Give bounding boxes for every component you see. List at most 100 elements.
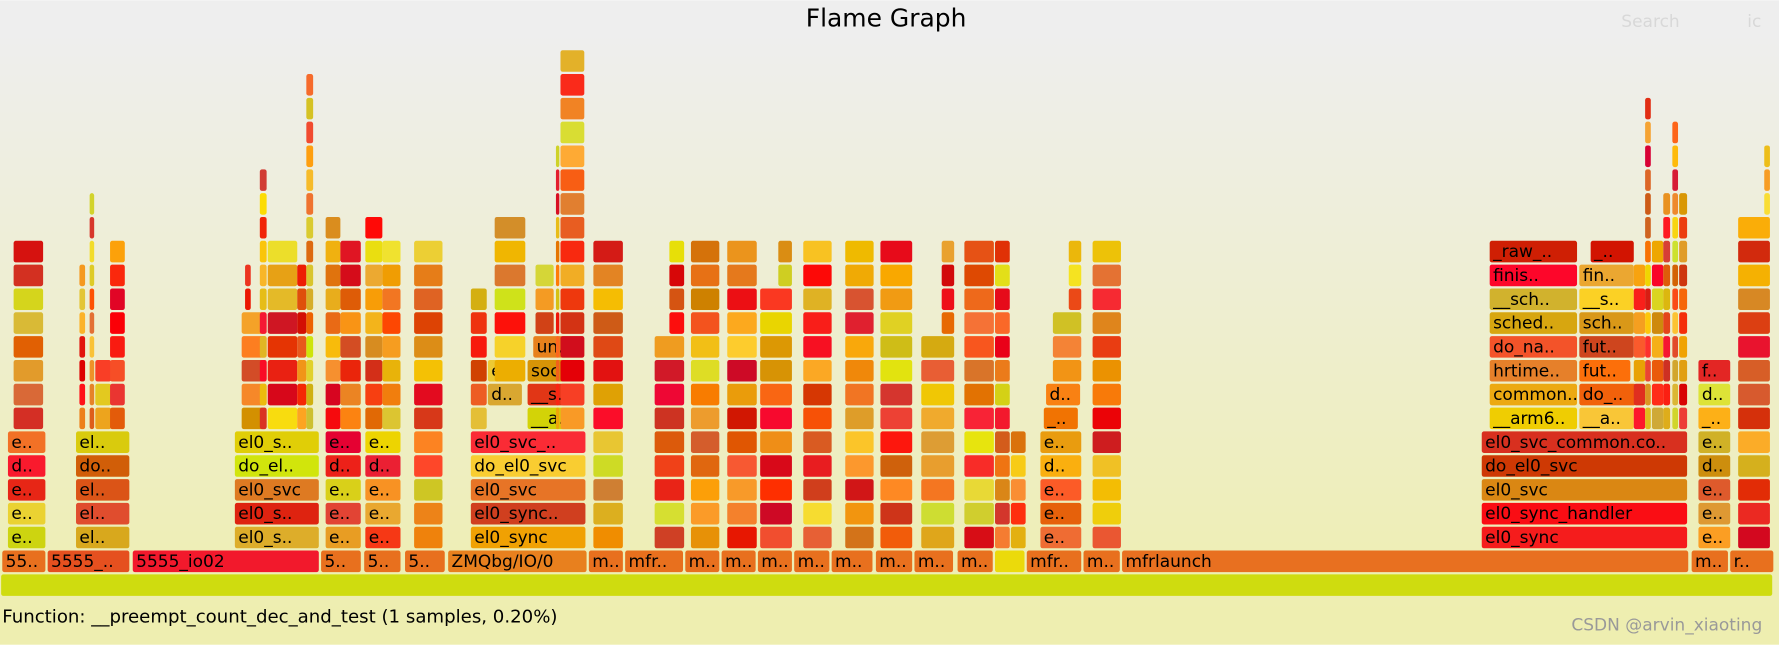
- frame[interactable]: [382, 383, 401, 406]
- frame[interactable]: [727, 383, 757, 406]
- frame[interactable]: [690, 336, 720, 358]
- frame[interactable]: [880, 455, 913, 477]
- frame[interactable]: [1663, 336, 1671, 358]
- frame[interactable]: [494, 240, 526, 263]
- frame[interactable]: [1092, 431, 1121, 453]
- frame[interactable]: [365, 526, 401, 549]
- frame[interactable]: [880, 336, 913, 358]
- frame[interactable]: [110, 359, 125, 382]
- frame[interactable]: [654, 383, 685, 406]
- frame[interactable]: [365, 336, 383, 358]
- frame[interactable]: [1481, 455, 1688, 477]
- frame[interactable]: [1672, 145, 1679, 168]
- frame[interactable]: [1645, 193, 1651, 215]
- frame[interactable]: [1738, 479, 1770, 501]
- frame[interactable]: [690, 240, 720, 263]
- frame[interactable]: [325, 407, 341, 430]
- frame[interactable]: [593, 526, 623, 549]
- frame[interactable]: [1698, 479, 1731, 501]
- frame[interactable]: [1092, 502, 1121, 525]
- frame[interactable]: [1698, 383, 1731, 406]
- frame[interactable]: [760, 526, 792, 549]
- frame[interactable]: [13, 264, 44, 287]
- frame[interactable]: [1645, 383, 1651, 406]
- frame[interactable]: [1698, 502, 1731, 525]
- frame[interactable]: [306, 359, 314, 382]
- frame[interactable]: [1672, 169, 1679, 191]
- frame[interactable]: [414, 526, 443, 549]
- frame[interactable]: [1645, 407, 1651, 430]
- frame[interactable]: [1738, 526, 1770, 549]
- frame[interactable]: [803, 431, 832, 453]
- frame[interactable]: [1645, 169, 1651, 191]
- frame[interactable]: [880, 479, 913, 501]
- frame[interactable]: [1010, 431, 1026, 453]
- frame[interactable]: [494, 336, 526, 358]
- frame[interactable]: [79, 407, 86, 430]
- frame[interactable]: [995, 502, 1010, 525]
- frame[interactable]: [760, 455, 792, 477]
- frame[interactable]: [1645, 312, 1651, 334]
- frame[interactable]: [995, 479, 1010, 501]
- frame[interactable]: [1645, 240, 1651, 263]
- frame[interactable]: [1579, 288, 1634, 311]
- frame[interactable]: [494, 312, 526, 334]
- frame[interactable]: [560, 383, 585, 406]
- frame[interactable]: [560, 407, 585, 430]
- frame[interactable]: [995, 240, 1010, 263]
- frame[interactable]: [89, 264, 95, 287]
- frame[interactable]: [1579, 312, 1634, 334]
- frame[interactable]: [1043, 407, 1078, 430]
- frame[interactable]: [560, 74, 585, 96]
- frame[interactable]: [690, 407, 720, 430]
- frame[interactable]: [405, 550, 445, 573]
- frame[interactable]: [560, 193, 585, 215]
- frame[interactable]: [1046, 383, 1081, 406]
- frame[interactable]: [365, 359, 383, 382]
- frame[interactable]: [1679, 216, 1688, 239]
- frame[interactable]: [76, 502, 130, 525]
- frame[interactable]: [760, 502, 792, 525]
- frame[interactable]: [1738, 431, 1770, 453]
- frame[interactable]: [669, 264, 685, 287]
- frame[interactable]: [234, 526, 319, 549]
- frame[interactable]: [414, 288, 443, 311]
- frame[interactable]: [995, 383, 1010, 406]
- frame[interactable]: [560, 288, 585, 311]
- frame[interactable]: [1068, 288, 1082, 311]
- frame[interactable]: [89, 336, 95, 358]
- frame[interactable]: [1663, 312, 1671, 334]
- frame[interactable]: [760, 359, 792, 382]
- frame[interactable]: [727, 240, 757, 263]
- frame[interactable]: [1010, 502, 1026, 525]
- frame[interactable]: [95, 359, 112, 382]
- frame[interactable]: [1645, 145, 1651, 168]
- frame[interactable]: [803, 359, 832, 382]
- frame[interactable]: [690, 479, 720, 501]
- frame[interactable]: [803, 336, 832, 358]
- frame[interactable]: [1672, 383, 1679, 406]
- frame[interactable]: [995, 312, 1010, 334]
- frame[interactable]: [7, 502, 46, 525]
- frame[interactable]: [1651, 288, 1664, 311]
- frame[interactable]: [593, 407, 623, 430]
- frame[interactable]: [964, 502, 994, 525]
- frame[interactable]: [321, 550, 361, 573]
- frame[interactable]: [267, 359, 298, 382]
- frame[interactable]: [1663, 407, 1671, 430]
- frame[interactable]: [690, 383, 720, 406]
- frame[interactable]: [110, 336, 125, 358]
- frame[interactable]: [690, 526, 720, 549]
- frame[interactable]: [297, 336, 307, 358]
- frame[interactable]: [555, 407, 560, 430]
- frame[interactable]: [803, 383, 832, 406]
- frame[interactable]: [259, 193, 267, 215]
- frame[interactable]: [414, 383, 443, 406]
- frame[interactable]: [382, 336, 401, 358]
- frame[interactable]: [964, 312, 994, 334]
- frame[interactable]: [588, 550, 623, 573]
- frame[interactable]: [470, 288, 487, 311]
- frame[interactable]: [727, 431, 757, 453]
- frame[interactable]: [79, 336, 86, 358]
- frame[interactable]: [1672, 264, 1679, 287]
